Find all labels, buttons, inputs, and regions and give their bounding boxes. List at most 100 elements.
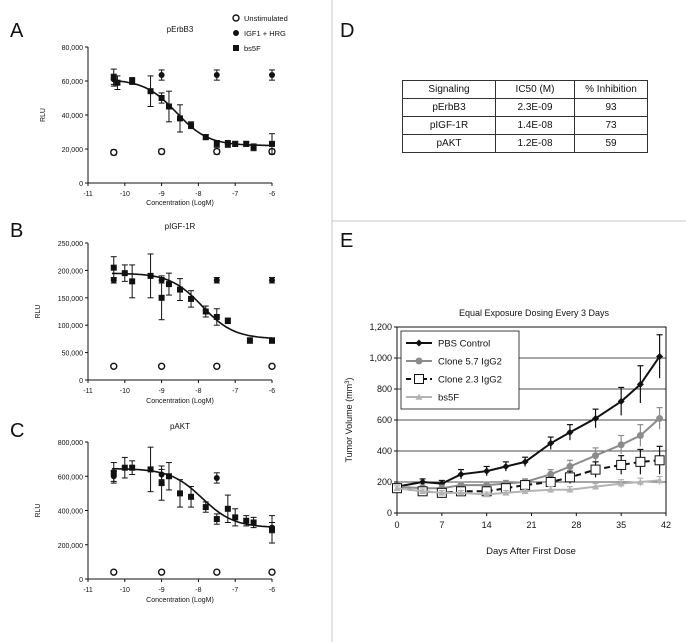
data-point	[566, 486, 574, 493]
x-axis-label: Concentration (LogM)	[146, 398, 214, 405]
data-point	[250, 144, 257, 151]
data-point	[188, 295, 195, 302]
x-tick-label: -8	[195, 587, 201, 594]
data-point	[246, 337, 253, 344]
data-point	[457, 470, 465, 478]
x-tick-label: 35	[616, 520, 626, 530]
data-point	[269, 526, 275, 533]
data-point	[213, 568, 221, 576]
y-tick-label: 40,000	[62, 113, 84, 120]
data-point	[165, 473, 172, 480]
data-point	[202, 504, 209, 511]
legend-label: Clone 2.3 IgG2	[438, 375, 502, 386]
legend-marker	[415, 339, 423, 347]
x-tick-label: -9	[158, 191, 164, 198]
data-point	[110, 148, 118, 157]
data-point	[521, 458, 529, 466]
legend-marker	[233, 45, 239, 51]
data-point	[121, 464, 128, 471]
data-point	[158, 294, 165, 301]
x-tick-label: -6	[269, 587, 275, 594]
data-point	[617, 480, 625, 487]
data-point	[617, 441, 625, 449]
data-point	[114, 79, 121, 86]
y-tick-label: 800	[377, 384, 392, 394]
table-cell: 1.2E-08	[495, 134, 575, 153]
y-tick-label: 50,000	[62, 351, 84, 358]
data-point	[158, 95, 165, 101]
data-point	[616, 459, 627, 470]
data-point	[177, 286, 183, 293]
data-point	[224, 505, 231, 512]
data-point	[129, 278, 136, 285]
y-tick-label: 60,000	[62, 79, 84, 86]
data-point	[250, 519, 257, 526]
chart-e: Equal Exposure Dosing Every 3 Days 0 200 40…	[344, 308, 671, 557]
y-tick-label: 600,000	[58, 474, 83, 481]
data-point	[483, 490, 491, 498]
x-tick-label: -8	[195, 191, 201, 198]
panel-label-a: A	[10, 20, 24, 42]
data-point	[654, 455, 665, 466]
data-point	[202, 308, 209, 315]
x-tick-label: -6	[269, 191, 275, 198]
data-point	[110, 264, 117, 271]
data-point	[147, 466, 154, 473]
x-tick-label: 21	[526, 520, 536, 530]
y-tick-label: 0	[79, 181, 83, 188]
data-point	[268, 362, 276, 370]
data-point	[110, 362, 118, 370]
data-point	[268, 568, 276, 576]
data-point	[564, 472, 575, 483]
data-point	[165, 281, 172, 288]
x-tick-label: -11	[83, 191, 93, 198]
data-point	[502, 489, 510, 496]
data-point	[177, 490, 183, 497]
y-tick-label: 150,000	[58, 296, 83, 303]
data-point	[157, 362, 166, 370]
data-point	[438, 489, 446, 496]
series-pbs-control	[393, 334, 664, 491]
y-tick-label: 250,000	[58, 241, 83, 248]
x-tick-label: 7	[439, 520, 444, 530]
y-axis-label: RLU	[35, 503, 42, 517]
y-tick-label: 20,000	[62, 147, 84, 154]
fit-curve	[111, 79, 272, 147]
data-point	[213, 362, 221, 370]
panel-label-b: B	[10, 220, 24, 242]
panel-label-c: C	[10, 420, 25, 442]
legend: PBS Control Clone 5.7 IgG2 Clone 2.3 IgG2 b…	[400, 330, 520, 410]
y-axis-label: RLU	[40, 108, 47, 122]
data-point	[590, 464, 601, 475]
data-point	[110, 469, 117, 476]
x-tick-label: -10	[120, 388, 130, 395]
data-point	[213, 313, 220, 320]
data-point	[636, 478, 644, 485]
x-axis-label: Concentration (LogM)	[146, 200, 214, 207]
series-igf1-hrg	[110, 468, 275, 534]
x-tick-label: -7	[232, 191, 238, 198]
data-point	[202, 134, 209, 141]
data-point	[224, 140, 231, 147]
x-tick-label: -11	[83, 388, 93, 395]
legend-marker	[414, 374, 424, 384]
legend: Unstimulated IGF1 + HRG bs5F	[232, 14, 288, 53]
legend-label: Unstimulated	[244, 14, 288, 23]
legend-marker	[415, 393, 423, 400]
series-igf1-hrg	[110, 277, 275, 284]
data-point	[157, 568, 166, 576]
data-point	[224, 317, 231, 324]
x-tick-label: -9	[158, 587, 164, 594]
series-bs5f	[110, 253, 275, 344]
series-unstimulated	[110, 147, 276, 157]
series-unstimulated	[110, 362, 276, 370]
panel-label-e: E	[340, 230, 354, 252]
data-point	[269, 337, 275, 344]
data-point	[592, 414, 600, 422]
data-point	[157, 147, 166, 156]
data-point	[483, 467, 491, 475]
data-point	[269, 72, 275, 79]
data-point	[165, 103, 172, 110]
data-point	[243, 140, 250, 147]
